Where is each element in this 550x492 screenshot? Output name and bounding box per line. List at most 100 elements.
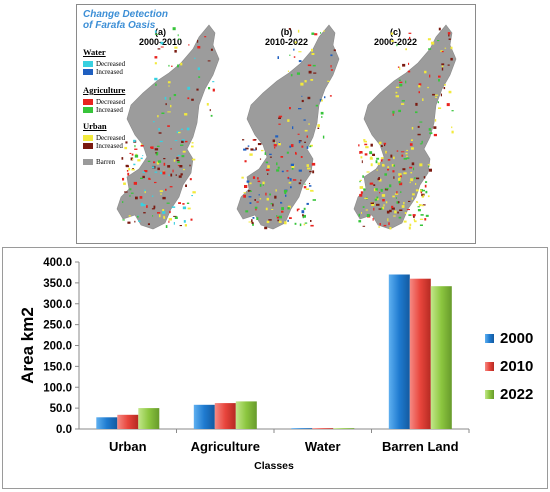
change-patch: [157, 160, 162, 163]
change-patch: [286, 170, 289, 172]
change-patch: [447, 32, 451, 35]
legend-water-increased: Increased: [83, 67, 123, 76]
change-patch: [170, 173, 173, 177]
change-patch: [190, 218, 193, 221]
change-patch: [450, 46, 453, 50]
change-patch: [122, 219, 125, 221]
chart-bars: [96, 274, 452, 429]
change-patch: [404, 212, 407, 214]
map-b-period: 2010-2022: [265, 37, 309, 47]
change-patch: [138, 220, 141, 222]
change-patch: [425, 181, 428, 183]
change-patch: [172, 169, 174, 173]
change-patch: [258, 194, 260, 196]
change-patch: [417, 133, 421, 136]
change-patch: [142, 171, 145, 173]
change-patch: [275, 189, 277, 192]
y-tick-label: 400.0: [43, 257, 72, 269]
change-patch: [381, 206, 385, 210]
change-patch: [289, 178, 292, 181]
change-patch: [151, 208, 155, 210]
change-patch: [382, 199, 385, 202]
change-patch: [387, 218, 389, 222]
change-patch: [143, 212, 146, 214]
change-patch: [173, 94, 177, 97]
change-patch: [179, 225, 182, 227]
change-patch: [186, 202, 190, 204]
map-panel: Change Detection of Farafa Oasis (a) 200…: [76, 4, 476, 244]
change-patch: [373, 184, 376, 186]
change-patch: [378, 178, 382, 182]
change-patch: [167, 111, 171, 113]
change-patch: [192, 191, 196, 194]
change-patch: [448, 38, 451, 40]
change-patch: [417, 125, 420, 128]
change-patch: [443, 87, 446, 90]
change-patch: [399, 83, 403, 87]
change-patch: [384, 173, 387, 176]
change-patch: [396, 150, 399, 152]
change-patch: [424, 70, 427, 74]
change-patch: [403, 158, 407, 160]
change-patch: [155, 152, 158, 155]
change-patch: [155, 83, 157, 86]
change-patch: [157, 212, 161, 214]
change-patch: [399, 81, 403, 83]
change-patch: [364, 197, 368, 199]
change-patch: [250, 148, 254, 151]
change-patch: [197, 46, 201, 49]
map-title: Change Detection of Farafa Oasis: [83, 9, 168, 31]
change-patch: [378, 208, 382, 210]
change-patch: [306, 135, 308, 138]
change-patch: [276, 169, 280, 172]
change-patch: [156, 152, 159, 155]
change-patch: [269, 153, 272, 155]
change-patch: [285, 194, 287, 197]
change-patch: [364, 153, 368, 156]
chart-labels: 0.0 50.0 100.0 150.0 200.0 250.0 300.0 350.0 400…: [18, 257, 459, 472]
change-patch: [160, 41, 164, 45]
y-tick-label: 250.0: [43, 320, 72, 332]
change-patch: [180, 62, 183, 66]
change-patch: [384, 144, 386, 147]
change-patch: [152, 166, 155, 169]
change-patch: [210, 114, 213, 117]
change-patch: [177, 64, 179, 68]
change-patch: [370, 143, 373, 147]
change-patch: [292, 179, 297, 181]
change-patch: [278, 220, 282, 223]
y-tick-label: 150.0: [43, 361, 72, 373]
change-patch: [395, 86, 400, 88]
map-c-image: [353, 24, 457, 230]
legend-swatch: [83, 60, 93, 67]
change-patch: [256, 217, 259, 220]
change-patch: [288, 28, 291, 30]
change-patch: [433, 126, 437, 129]
change-patch: [311, 48, 313, 52]
change-patch: [142, 175, 145, 179]
change-patch: [278, 215, 282, 219]
change-patch: [444, 47, 447, 49]
change-patch: [278, 117, 281, 119]
change-patch: [330, 54, 333, 57]
change-patch: [266, 220, 270, 224]
change-patch: [197, 67, 200, 71]
change-patch: [151, 195, 154, 197]
change-patch: [165, 103, 167, 106]
change-patch: [419, 224, 423, 226]
change-patch: [166, 202, 170, 204]
change-patch: [134, 220, 136, 223]
change-patch: [164, 96, 167, 100]
change-patch: [259, 198, 262, 200]
change-patch: [139, 196, 143, 199]
legend-agri-decreased: Decreased: [83, 97, 125, 106]
change-patch: [302, 214, 304, 217]
change-patch: [257, 180, 261, 183]
change-patch: [394, 210, 397, 214]
change-patch: [381, 145, 383, 147]
change-patch: [421, 195, 424, 198]
change-patch: [287, 119, 290, 122]
change-patch: [428, 48, 432, 50]
change-patch: [310, 79, 314, 81]
change-patch: [168, 220, 170, 223]
